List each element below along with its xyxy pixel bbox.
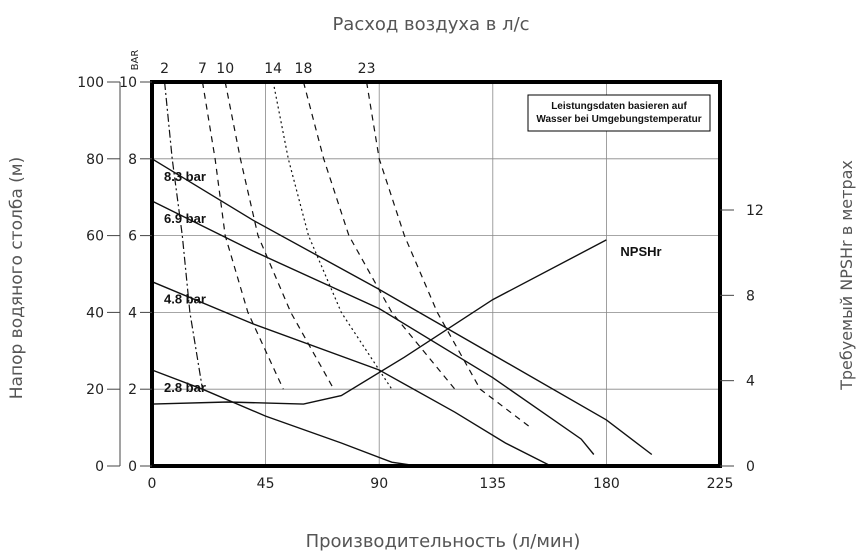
y-left-axis-title: Напор водяного столба (м) bbox=[7, 157, 27, 399]
x-tick-label: 45 bbox=[257, 476, 275, 492]
y-left-tick-label: 40 bbox=[86, 305, 104, 321]
top-tick-label: 7 bbox=[198, 61, 207, 77]
x-tick-label: 90 bbox=[370, 476, 388, 492]
y-right-tick-label: 8 bbox=[746, 288, 755, 304]
top-tick-label: 2 bbox=[160, 61, 169, 77]
series-line-23 bbox=[366, 81, 532, 429]
series-line-10 bbox=[224, 81, 335, 390]
note-line-1: Leistungsdaten basieren auf bbox=[551, 101, 687, 112]
y-bar-tick-label: 6 bbox=[128, 229, 137, 245]
series-label-2-8-bar: 2.8 bar bbox=[164, 380, 206, 395]
top-tick-label: 10 bbox=[216, 61, 234, 77]
series-line-6-9-bar bbox=[151, 200, 595, 455]
y-right-tick-label: 12 bbox=[746, 203, 764, 219]
x-axis-title: Производительность (л/мин) bbox=[306, 531, 581, 552]
series-line-2-8-bar bbox=[151, 369, 418, 467]
series-line-8-3-bar bbox=[151, 158, 653, 456]
y-left-tick-label: 100 bbox=[77, 75, 104, 91]
series-line-npshr bbox=[151, 239, 607, 405]
x-tick-label: 225 bbox=[707, 476, 734, 492]
y-left-tick-label: 0 bbox=[95, 459, 104, 475]
series-label-4-8-bar: 4.8 bar bbox=[164, 292, 206, 307]
y-right-tick-label: 4 bbox=[746, 374, 755, 390]
y-left-tick-label: 60 bbox=[86, 229, 104, 245]
top-tick-label: 14 bbox=[264, 61, 282, 77]
note-line-2: Wasser bei Umgebungstemperatur bbox=[536, 114, 701, 125]
x-tick-label: 180 bbox=[593, 476, 620, 492]
y-bar-tick-label: 10 bbox=[119, 75, 137, 91]
plot-frame bbox=[150, 80, 722, 468]
series-group bbox=[151, 81, 653, 467]
y-bar-tick-label: 4 bbox=[128, 305, 137, 321]
series-label-8-3-bar: 8.3 bar bbox=[164, 169, 206, 184]
grid bbox=[152, 82, 720, 466]
series-line-2 bbox=[164, 81, 204, 390]
y-bar-tick-label: 2 bbox=[128, 382, 137, 398]
top-tick-label: 18 bbox=[295, 61, 313, 77]
x-tick-label: 135 bbox=[479, 476, 506, 492]
y-right-axis-title: Требуемый NPSHr в метрах bbox=[837, 160, 856, 391]
y-bar-tick-label: 8 bbox=[128, 152, 137, 168]
y-right-tick-label: 0 bbox=[746, 459, 755, 475]
top-tick-label: 23 bbox=[358, 61, 376, 77]
y-left-tick-label: 20 bbox=[86, 382, 104, 398]
bar-axis-title: BAR bbox=[130, 50, 141, 71]
top-axis-title: Расход воздуха в л/с bbox=[332, 14, 529, 35]
y-bar-tick-label: 0 bbox=[128, 459, 137, 475]
y-left-tick-label: 80 bbox=[86, 152, 104, 168]
series-line-4-8-bar bbox=[151, 281, 552, 467]
series-label-npshr: NPSHr bbox=[620, 244, 661, 259]
note-box bbox=[527, 94, 711, 132]
x-tick-label: 0 bbox=[148, 476, 157, 492]
series-label-6-9-bar: 6.9 bar bbox=[164, 211, 206, 226]
labels: 8.3 bar 6.9 bar 4.8 bar 2.8 bar NPSHr bbox=[164, 169, 662, 395]
series-line-14 bbox=[272, 81, 393, 390]
series-line-7 bbox=[201, 81, 284, 390]
